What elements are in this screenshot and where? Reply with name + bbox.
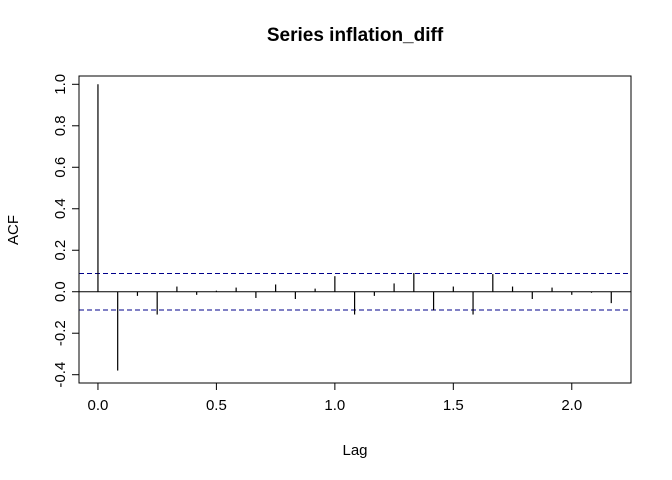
- y-tick-label: 1.0: [52, 74, 69, 95]
- y-tick-label: -0.4: [52, 362, 69, 388]
- y-tick-label: 0.2: [52, 240, 69, 261]
- acf-bars: [97, 84, 612, 371]
- x-tick-label: 1.0: [324, 397, 345, 414]
- x-axis: 0.0 0.5 1.0 1.5 2.0: [88, 382, 582, 414]
- x-tick-label: 0.0: [88, 397, 109, 414]
- x-tick-label: 2.0: [561, 397, 582, 414]
- x-tick-label: 1.5: [443, 397, 464, 414]
- y-tick-label: 0.0: [52, 281, 69, 302]
- y-axis-label: ACF: [5, 215, 22, 245]
- x-axis-label: Lag: [342, 442, 367, 459]
- x-tick-label: 0.5: [206, 397, 227, 414]
- y-tick-label: -0.2: [52, 320, 69, 346]
- y-tick-label: 0.6: [52, 157, 69, 178]
- y-tick-label: 0.4: [52, 198, 69, 219]
- y-tick-label: 0.8: [52, 115, 69, 136]
- chart-title: Series inflation_diff: [267, 25, 444, 46]
- y-axis: -0.4 -0.2 0.0 0.2 0.4 0.6 0.8 1.0: [52, 74, 80, 388]
- plot-frame: [78, 75, 632, 384]
